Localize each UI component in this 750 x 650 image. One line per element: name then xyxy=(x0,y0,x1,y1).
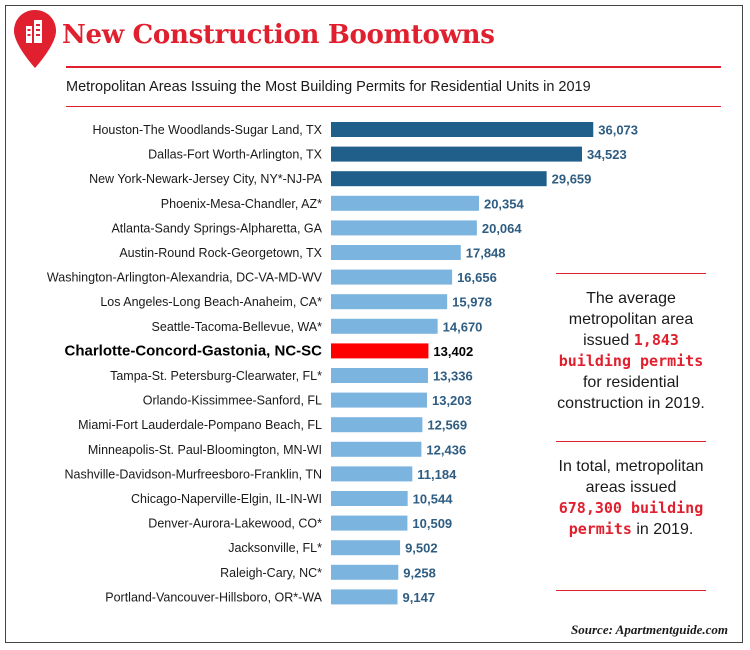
category-label: Atlanta-Sandy Springs-Alpharetta, GA xyxy=(111,221,322,235)
category-label: Seattle-Tacoma-Bellevue, WA* xyxy=(152,320,323,334)
source-note: Source: Apartmentguide.com xyxy=(571,622,728,637)
bar-value-label: 29,659 xyxy=(552,172,592,187)
average-callout-text: The average metropolitan area issued xyxy=(568,290,694,349)
bar-value-label: 13,402 xyxy=(433,344,473,359)
bar-value-label: 12,569 xyxy=(427,418,467,433)
category-label: Houston-The Woodlands-Sugar Land, TX xyxy=(92,123,322,137)
bar-value-label: 13,336 xyxy=(433,369,473,384)
bar xyxy=(331,220,477,236)
category-label: Orlando-Kissimmee-Sanford, FL xyxy=(143,394,322,408)
category-label: Phoenix-Mesa-Chandler, AZ* xyxy=(161,197,322,211)
category-label: Portland-Vancouver-Hillsboro, OR*-WA xyxy=(105,590,322,604)
category-label: Charlotte-Concord-Gastonia, NC-SC xyxy=(64,342,322,359)
bar xyxy=(331,368,428,383)
bar xyxy=(331,564,399,580)
bar-value-label: 10,509 xyxy=(412,516,452,531)
category-label: Denver-Aurora-Lakewood, CO* xyxy=(148,517,322,531)
bar xyxy=(331,294,448,310)
total-callout-text: In total, metropolitan areas issued xyxy=(558,458,704,496)
page-title: New Construction Boomtowns xyxy=(62,20,495,50)
total-callout: In total, metropolitan areas issued 678,… xyxy=(556,456,706,540)
category-label: Minneapolis-St. Paul-Bloomington, MN-WI xyxy=(88,443,322,457)
bar xyxy=(331,515,408,531)
total-callout-highlight: 678,300 building permits xyxy=(558,499,704,538)
highlighted-bar xyxy=(331,343,429,359)
callout-rule-middle xyxy=(556,441,706,442)
category-label: Jacksonville, FL* xyxy=(228,541,322,555)
category-label: Miami-Fort Lauderdale-Pompano Beach, FL xyxy=(78,418,322,432)
bar xyxy=(331,589,398,605)
callout-rule-top xyxy=(556,273,706,274)
bar xyxy=(331,417,423,433)
bar-value-label: 15,978 xyxy=(452,295,492,310)
average-callout-highlight: 1,843 building permits xyxy=(558,331,704,370)
bar xyxy=(331,146,582,162)
title-rule xyxy=(66,66,721,68)
bar xyxy=(331,171,547,187)
bar-value-label: 9,147 xyxy=(403,590,436,605)
average-callout-tail: for residential construction in 2019. xyxy=(557,374,705,412)
category-label: Tampa-St. Petersburg-Clearwater, FL* xyxy=(110,369,322,383)
category-label: Raleigh-Cary, NC* xyxy=(220,566,322,580)
bar xyxy=(331,245,461,260)
bar xyxy=(331,195,479,211)
category-label: Los Angeles-Long Beach-Anaheim, CA* xyxy=(100,295,322,309)
bar-value-label: 20,354 xyxy=(484,196,525,211)
bar xyxy=(331,392,427,408)
bar-value-label: 11,184 xyxy=(417,467,457,482)
average-callout: The average metropolitan area issued 1,8… xyxy=(556,288,706,414)
callout-rule-bottom xyxy=(556,590,706,591)
bar xyxy=(331,466,413,482)
bar-value-label: 13,203 xyxy=(432,393,472,408)
category-label: Nashville-Davidson-Murfreesboro-Franklin… xyxy=(65,467,323,481)
category-label: Austin-Round Rock-Georgetown, TX xyxy=(119,246,322,260)
bar-value-label: 36,073 xyxy=(598,123,638,138)
subtitle-rule xyxy=(66,106,721,107)
bar xyxy=(331,540,401,556)
category-label: New York-Newark-Jersey City, NY*-NJ-PA xyxy=(89,172,323,186)
bar-value-label: 12,436 xyxy=(426,442,466,457)
bar-value-label: 9,502 xyxy=(405,541,438,556)
category-label: Chicago-Naperville-Elgin, IL-IN-WI xyxy=(131,492,322,506)
bar xyxy=(331,318,438,334)
bar-value-label: 34,523 xyxy=(587,147,627,162)
total-callout-tail: in 2019. xyxy=(636,521,694,538)
bar xyxy=(331,122,594,137)
bar xyxy=(331,491,408,506)
bar-value-label: 14,670 xyxy=(443,319,483,334)
category-label: Washington-Arlington-Alexandria, DC-VA-M… xyxy=(47,271,323,285)
category-label: Dallas-Fort Worth-Arlington, TX xyxy=(148,148,323,162)
chart-subtitle: Metropolitan Areas Issuing the Most Buil… xyxy=(66,79,591,95)
bar-value-label: 20,064 xyxy=(482,221,523,236)
location-pin-icon xyxy=(14,10,56,68)
bar-value-label: 17,848 xyxy=(466,246,506,261)
bar xyxy=(331,441,422,457)
bar-value-label: 9,258 xyxy=(403,565,436,580)
bar-value-label: 10,544 xyxy=(413,492,454,507)
bar-value-label: 16,656 xyxy=(457,270,497,285)
bar xyxy=(331,269,453,285)
